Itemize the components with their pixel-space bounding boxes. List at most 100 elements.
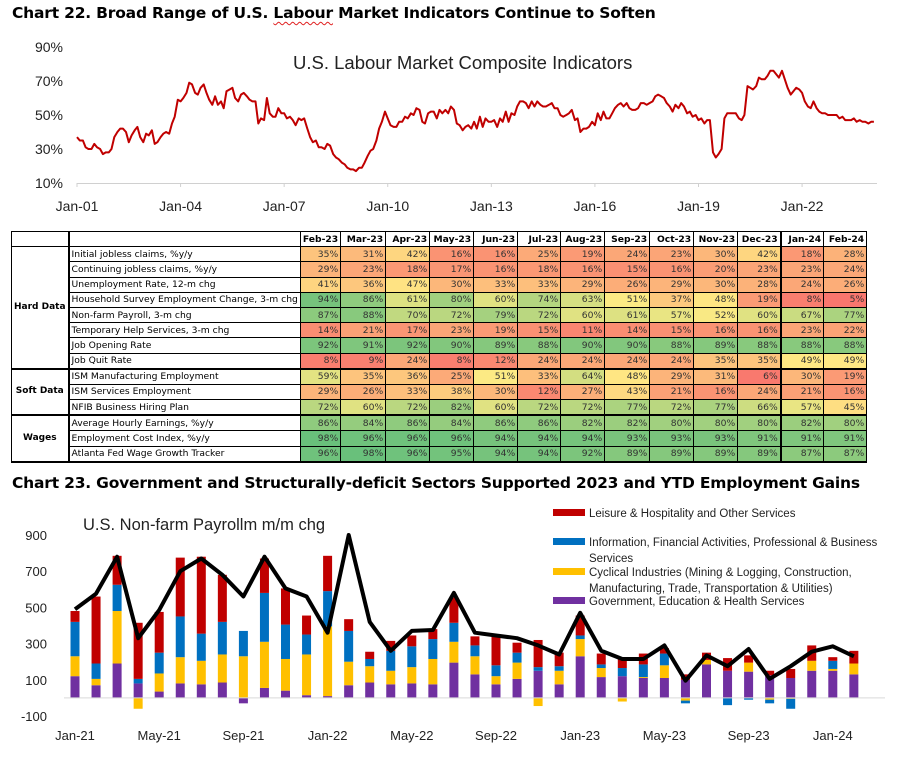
bar-segment-leisure [112, 555, 122, 585]
bar-segment-cyclical [281, 658, 290, 691]
bar-segment-cyclical [154, 673, 164, 692]
heat-cell: 16% [473, 246, 519, 263]
heat-cell: 23% [340, 261, 387, 278]
heat-cell: 41% [299, 276, 342, 293]
bar-segment-government [407, 683, 417, 698]
heat-cell: 74% [517, 291, 562, 308]
bar-segment-leisure [344, 619, 354, 631]
chart22-title-prefix: Chart 22. Broad Range of U.S. [12, 4, 274, 22]
bar-segment-government [470, 674, 480, 698]
bar-segment-government [302, 695, 312, 698]
bar-segment-government [428, 684, 438, 698]
heat-cell: 96% [429, 430, 475, 447]
bar-segment-cyclical [512, 662, 522, 679]
heat-cell: 24% [737, 383, 782, 401]
heat-cell: 72% [429, 306, 475, 324]
bar-segment-leisure [175, 557, 185, 617]
heat-cell: 36% [340, 276, 387, 293]
bar-segment-cyclical [428, 658, 438, 685]
heat-cell: 92% [560, 445, 606, 463]
bar-segment-information [154, 652, 164, 674]
bar-segment-government [512, 678, 522, 698]
x-tick-label: May-21 [138, 728, 181, 743]
heat-cell: 87% [823, 445, 868, 463]
heat-cell: 33% [517, 368, 562, 385]
bar-segment-information [365, 658, 375, 667]
bar-segment-information [617, 668, 627, 677]
bar-segment-information [428, 639, 438, 659]
heat-cell: 91% [823, 430, 868, 447]
bar-segment-information [407, 646, 417, 668]
column-header: Dec-23 [737, 230, 782, 248]
bar-segment-cyclical [196, 660, 206, 685]
heat-cell: 77% [604, 399, 651, 417]
x-tick-label: Sep-22 [475, 728, 517, 743]
heat-cell: 8% [429, 352, 475, 370]
table-row: Non-farm Payroll, 3-m chg 87% 88% 70% 72% 79%… [12, 306, 868, 324]
heat-cell: 94% [560, 430, 606, 447]
heat-cell: 48% [604, 368, 651, 385]
heat-cell: 16% [823, 383, 868, 401]
legend-label: Cyclical Industries (Mining & Logging, C… [589, 567, 852, 579]
heat-cell: 30% [693, 246, 739, 263]
heat-cell: 77% [823, 306, 868, 324]
heat-cell: 86% [340, 291, 387, 308]
heat-cell: 52% [693, 306, 739, 324]
bar-segment-information [512, 652, 522, 663]
y-tick-label: 100 [25, 673, 47, 688]
x-tick-label: Jan-24 [813, 728, 853, 743]
bar-segment-cyclical [238, 656, 248, 698]
table-row: Unemployment Rate, 12-m chg 41% 36% 47% 30% 3… [12, 276, 868, 293]
row-label: Continuing jobless claims, %y/y [68, 261, 301, 278]
heat-cell: 17% [429, 261, 475, 278]
row-label: Household Survey Employment Change, 3-m … [68, 291, 301, 308]
heat-cell: 24% [604, 352, 651, 370]
bar-segment-information [112, 584, 122, 612]
bar-segment-cyclical [133, 697, 143, 709]
heat-cell: 24% [780, 276, 825, 293]
bar-segment-cyclical [175, 657, 185, 684]
bar-segment-government [323, 696, 333, 698]
heat-cell: 94% [299, 291, 342, 308]
heat-cell: 94% [517, 445, 562, 463]
heat-cell: 22% [823, 322, 868, 339]
table-row: Continuing jobless claims, %y/y 29% 23% 18%… [12, 261, 868, 278]
heat-cell: 49% [823, 352, 868, 370]
bar-segment-cyclical [638, 677, 648, 678]
heat-cell: 12% [473, 352, 519, 370]
heat-cell: 60% [473, 291, 519, 308]
heat-cell: 88% [649, 337, 695, 354]
column-header: Nov-23 [693, 230, 739, 248]
bar-segment-government [217, 682, 227, 698]
chart22-title-spellcheck-word: Labour [273, 4, 333, 22]
heat-cell: 64% [560, 368, 606, 385]
bar-segment-leisure [428, 629, 438, 640]
indicator-heatmap-table: Feb-23 Mar-23 Apr-23 May-23 Jun-23 Jul-23 Aug-… [10, 230, 868, 463]
heat-cell: 84% [429, 414, 475, 432]
x-tick-label: Jan-04 [159, 198, 202, 214]
heat-cell: 19% [560, 246, 606, 263]
table-row: NFIB Business Hiring Plan 72% 60% 72% 82% 60%… [12, 399, 868, 417]
heat-cell: 17% [385, 322, 431, 339]
legend-label: Leisure & Hospitality and Other Services [589, 508, 796, 520]
bar-segment-cyclical [575, 639, 585, 657]
bar-segment-leisure [259, 558, 269, 593]
heat-cell: 19% [473, 322, 519, 339]
bar-segment-government [533, 670, 543, 698]
row-label: Average Hourly Earnings, %y/y [68, 414, 301, 432]
bar-segment-information [175, 616, 185, 658]
y-tick-label: 700 [25, 564, 47, 579]
heat-cell: 16% [737, 322, 782, 339]
heat-cell: 51% [473, 368, 519, 385]
row-group-label: Soft Data [10, 368, 70, 417]
heat-cell: 60% [340, 399, 387, 417]
row-label: ISM Manufacturing Employment [68, 368, 301, 385]
heat-cell: 12% [517, 383, 562, 401]
bar-segment-government [259, 687, 269, 698]
bar-segment-cyclical [323, 626, 333, 697]
heat-cell: 96% [299, 445, 342, 463]
heat-cell: 16% [693, 383, 739, 401]
composite-series-line [76, 69, 874, 173]
bar-segment-leisure [512, 642, 522, 653]
heat-cell: 60% [473, 399, 519, 417]
